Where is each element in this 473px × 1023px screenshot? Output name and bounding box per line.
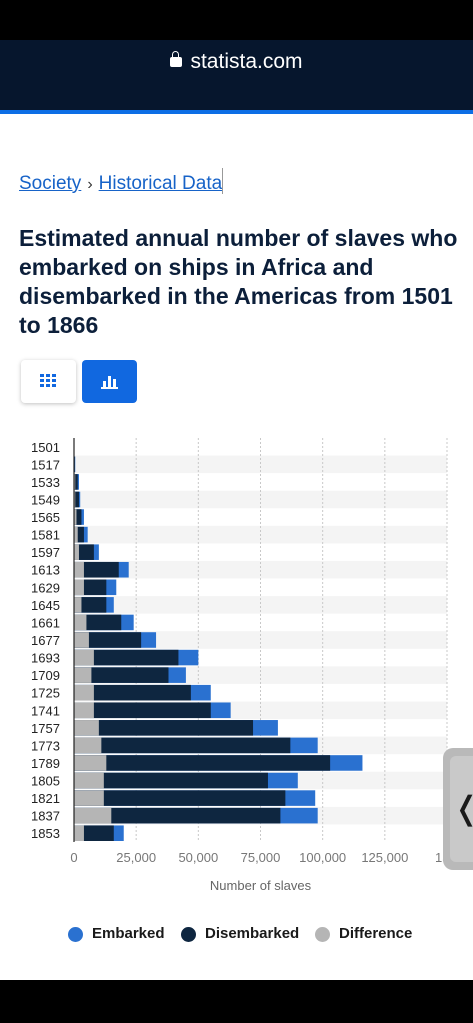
y-tick-label: 1533 bbox=[31, 475, 60, 490]
y-tick-label: 1709 bbox=[31, 668, 60, 683]
legend-dot-embarked bbox=[68, 927, 83, 942]
breadcrumb-separator: › bbox=[87, 176, 93, 193]
y-tick-label: 1645 bbox=[31, 598, 60, 613]
legend-dot-difference bbox=[315, 927, 330, 942]
breadcrumb-historical-data[interactable]: Historical Data bbox=[98, 173, 223, 194]
bar-difference bbox=[74, 737, 102, 754]
y-tick-label: 1773 bbox=[31, 738, 60, 753]
bar-difference bbox=[74, 597, 82, 613]
bar-disembarked bbox=[74, 807, 281, 824]
bar-difference bbox=[74, 720, 99, 736]
bar-disembarked bbox=[74, 667, 169, 683]
bar-disembarked bbox=[74, 526, 84, 543]
text-cursor bbox=[222, 168, 224, 194]
breadcrumb-society[interactable]: Society bbox=[19, 173, 82, 194]
y-tick-label: 1853 bbox=[31, 826, 60, 841]
bar-difference bbox=[74, 526, 78, 543]
bar-difference bbox=[74, 561, 84, 578]
legend-label-difference: Difference bbox=[339, 925, 413, 942]
y-tick-label: 1821 bbox=[31, 791, 60, 806]
y-tick-label: 1517 bbox=[31, 457, 60, 472]
bar-chart: 1501 1517 1533 1549 1565 1581 1597 1613 1629 1645… bbox=[31, 438, 462, 893]
bar-disembarked bbox=[74, 720, 254, 736]
y-tick-label: 1501 bbox=[31, 440, 60, 455]
bar-disembarked bbox=[74, 632, 142, 648]
row-band bbox=[74, 560, 447, 579]
y-tick-label: 1661 bbox=[31, 615, 60, 630]
x-tick-label: 25,000 bbox=[116, 850, 156, 865]
y-tick-label: 1693 bbox=[31, 651, 60, 666]
grid-icon bbox=[40, 374, 56, 387]
page-title: Estimated annual number of slaves who em… bbox=[19, 225, 458, 338]
bar-disembarked bbox=[74, 649, 179, 666]
bar-difference bbox=[74, 702, 94, 719]
y-tick-label: 1613 bbox=[31, 563, 60, 578]
side-panel-tab-inner bbox=[450, 756, 473, 862]
row-band bbox=[74, 596, 447, 614]
bottom-bar bbox=[0, 980, 473, 1023]
y-tick-label: 1629 bbox=[31, 580, 60, 595]
chevron-left-icon: ❬ bbox=[453, 792, 473, 824]
bar-difference bbox=[74, 632, 89, 648]
legend-label-disembarked: Disembarked bbox=[205, 925, 300, 942]
bar-difference bbox=[74, 684, 94, 701]
status-bar bbox=[0, 0, 473, 40]
header-accent-line bbox=[0, 110, 473, 114]
bar-difference bbox=[74, 667, 92, 683]
y-tick-label: 1565 bbox=[31, 510, 60, 525]
bar-disembarked bbox=[74, 737, 291, 754]
bar-disembarked bbox=[74, 790, 286, 806]
x-tick-label: 75,000 bbox=[241, 850, 281, 865]
bar-disembarked bbox=[74, 597, 107, 613]
bar-difference bbox=[74, 825, 84, 841]
bar-difference bbox=[74, 509, 77, 525]
bar-difference bbox=[74, 772, 104, 789]
bar-difference bbox=[74, 579, 84, 596]
y-tick-label: 1757 bbox=[31, 721, 60, 736]
lock-icon bbox=[170, 51, 183, 67]
bar-disembarked bbox=[74, 772, 268, 789]
bar-chart-icon bbox=[101, 376, 118, 389]
chart-view-button[interactable] bbox=[82, 360, 137, 403]
bar-disembarked bbox=[74, 702, 211, 719]
y-tick-label: 1549 bbox=[31, 492, 60, 507]
x-axis-label: Number of slaves bbox=[210, 878, 312, 893]
legend-label-embarked: Embarked bbox=[92, 925, 165, 942]
bar-disembarked bbox=[74, 755, 331, 771]
bar-disembarked bbox=[74, 491, 79, 508]
bar-difference bbox=[74, 491, 76, 508]
bar-difference bbox=[74, 474, 76, 490]
breadcrumb: Society › Historical Data bbox=[19, 168, 224, 195]
y-tick-label: 1789 bbox=[31, 756, 60, 771]
y-tick-label: 1725 bbox=[31, 686, 60, 701]
y-tick-label: 1581 bbox=[31, 528, 60, 543]
bar-difference bbox=[74, 790, 104, 806]
bar-difference bbox=[74, 807, 112, 824]
table-view-button[interactable] bbox=[21, 360, 76, 403]
y-tick-label: 1677 bbox=[31, 633, 60, 648]
bar-difference bbox=[74, 544, 79, 560]
legend-dot-disembarked bbox=[181, 927, 196, 942]
side-panel-tab[interactable]: ❬ bbox=[443, 748, 473, 870]
y-tick-label: 1741 bbox=[31, 703, 60, 718]
url-display[interactable]: statista.com bbox=[0, 50, 473, 74]
y-tick-label: 1837 bbox=[31, 809, 60, 824]
bar-disembarked bbox=[74, 684, 191, 701]
bar-disembarked bbox=[74, 474, 78, 490]
url-text: statista.com bbox=[190, 50, 303, 73]
x-tick-label: 0 bbox=[70, 850, 77, 865]
y-tick-label: 1805 bbox=[31, 774, 60, 789]
y-tick-label: 1597 bbox=[31, 545, 60, 560]
x-tick-label: 125,000 bbox=[361, 850, 408, 865]
bar-difference bbox=[74, 614, 87, 631]
x-tick-label: 50,000 bbox=[178, 850, 218, 865]
browser-url-bar[interactable]: statista.com bbox=[0, 40, 473, 110]
bar-disembarked bbox=[74, 509, 82, 525]
x-tick-label: 100,000 bbox=[299, 850, 346, 865]
bar-difference bbox=[74, 649, 94, 666]
bar-disembarked bbox=[74, 561, 119, 578]
row-band bbox=[74, 455, 447, 474]
bar-difference bbox=[74, 755, 107, 771]
